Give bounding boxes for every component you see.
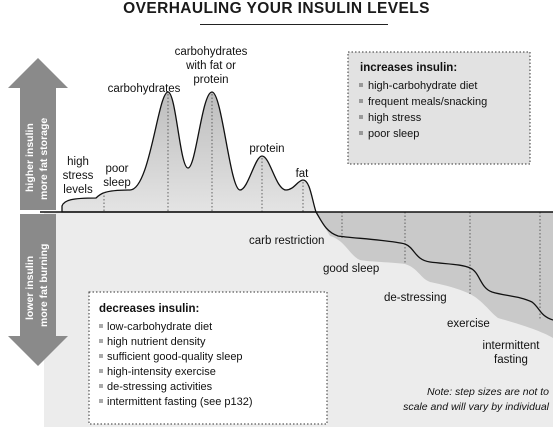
step-curve [315,211,553,321]
label-good-sleep: good sleep [323,263,379,275]
decreases-item: high nutrient density [107,336,206,348]
svg-text:carbohydrates: carbohydrates [175,46,248,58]
decreases-item: sufficient good-quality sleep [107,351,243,363]
arrow-up-line2: more fat storage [38,118,50,200]
svg-text:sleep: sleep [103,177,131,189]
increases-item: high stress [368,112,422,124]
arrow-down-line1: lower insulin [24,256,36,320]
decreases-item: high-intensity exercise [107,366,216,378]
svg-text:poor: poor [105,163,128,175]
page-title: OVERHAULING YOUR INSULIN LEVELS [123,0,430,17]
insulin-peaks-area [61,91,317,213]
svg-text:Note: step sizes are not to: Note: step sizes are not to [427,386,549,398]
label-carb-restriction: carb restriction [249,235,324,247]
svg-text:scale and will vary by individ: scale and will vary by individual [403,401,550,413]
increases-heading: increases insulin: [360,62,457,74]
arrow-up-line1: higher insulin [24,123,36,192]
increases-item: high-carbohydrate diet [368,80,477,92]
label-protein: protein [249,143,284,155]
increases-item: poor sleep [368,128,419,140]
higher-insulin-arrow [8,58,68,210]
label-de-stressing: de-stressing [384,292,447,304]
label-high-stress-levels: high stress levels [63,156,94,196]
label-carbs-with-fat-or-protein: carbohydrates with fat or protein [175,46,248,86]
scale-note: Note: step sizes are not to scale and wi… [403,386,550,413]
step-dividers [341,212,541,320]
decreases-item: low-carbohydrate diet [107,321,212,333]
decreases-item: intermittent fasting (see p132) [107,396,253,408]
title-underline [200,24,388,25]
decreases-item: de-stressing activities [107,381,213,393]
step-region [316,212,553,338]
svg-text:with fat or: with fat or [185,60,236,72]
decreases-heading: decreases insulin: [99,303,199,315]
label-intermittent-fasting: intermittent fasting [483,340,541,366]
decreases-insulin-box: decreases insulin: low-carbohydrate diet… [88,291,328,425]
svg-text:protein: protein [193,74,228,86]
peak-dividers [103,94,304,212]
increases-insulin-box: increases insulin: high-carbohydrate die… [347,51,531,165]
svg-text:fasting: fasting [494,354,528,366]
lower-insulin-arrow [8,214,68,366]
arrow-down-line2: more fat burning [38,244,50,327]
svg-text:levels: levels [63,184,93,196]
svg-text:intermittent: intermittent [483,340,541,352]
svg-text:stress: stress [63,170,94,182]
label-poor-sleep: poor sleep [103,163,131,189]
label-exercise: exercise [447,318,490,330]
svg-text:high: high [67,156,89,168]
label-fat: fat [296,168,310,180]
label-carbohydrates: carbohydrates [108,83,181,95]
increases-item: frequent meals/snacking [368,96,487,108]
